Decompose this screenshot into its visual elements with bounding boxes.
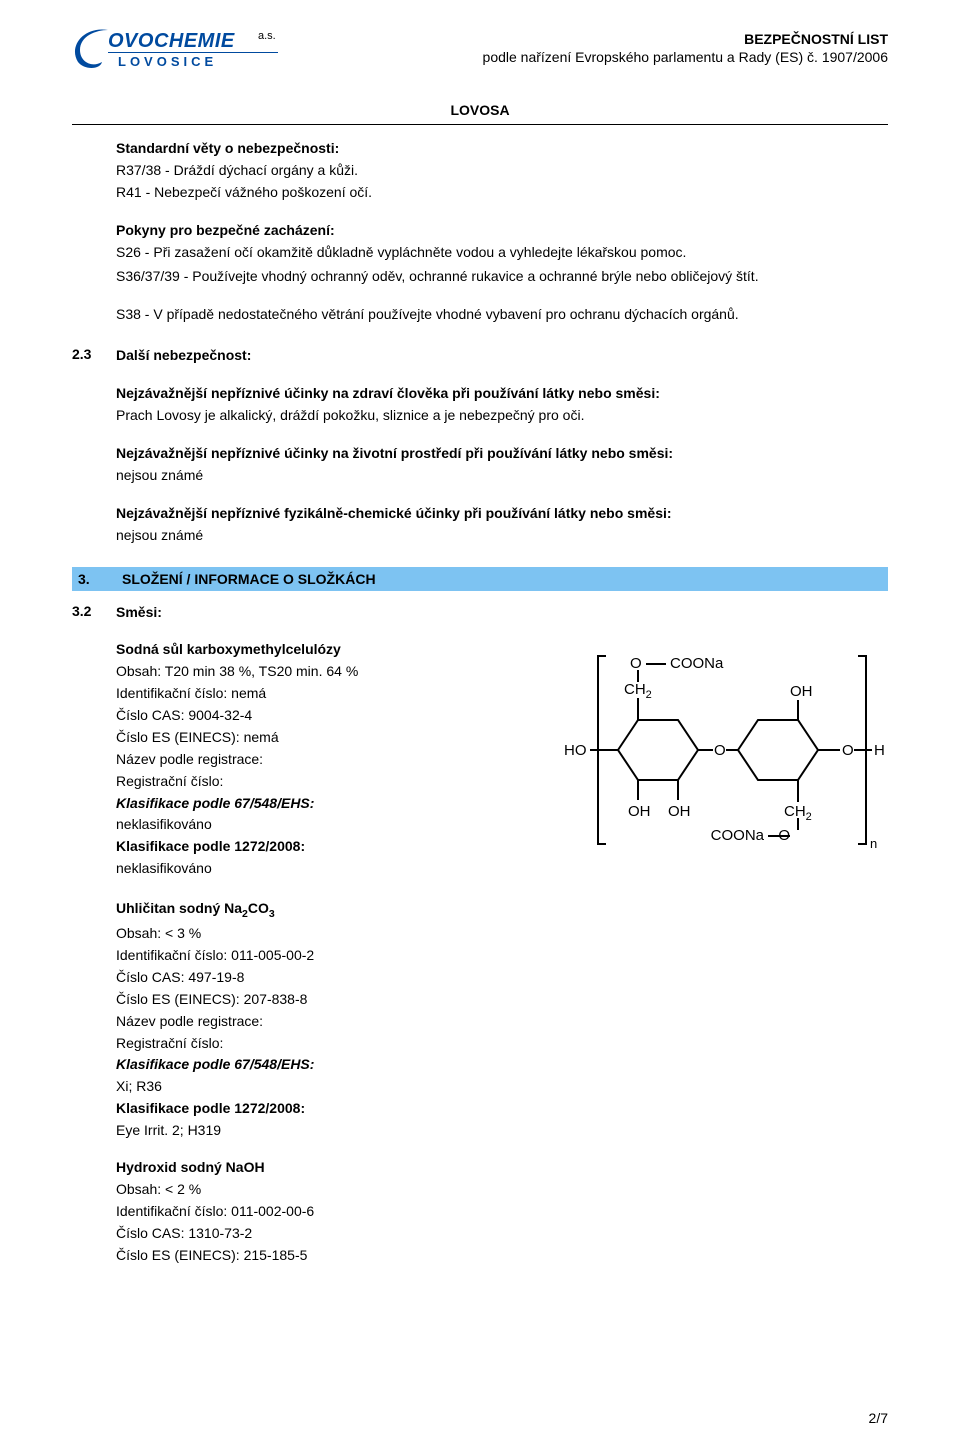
classification-67: Klasifikace podle 67/548/EHS: — [116, 1055, 888, 1074]
ingredient-2: Uhličitan sodný Na2CO3 Obsah: < 3 % Iden… — [116, 899, 888, 1140]
precaution-line: S38 - V případě nedostatečného větrání p… — [116, 305, 888, 324]
classification-1272: Klasifikace podle 1272/2008: — [116, 1099, 888, 1118]
svg-text:H: H — [874, 742, 885, 759]
svg-text:O: O — [630, 655, 642, 672]
effects-phys-text: nejsou známé — [116, 526, 888, 545]
logo-swoosh-icon — [72, 28, 110, 72]
svg-text:OH: OH — [628, 803, 651, 820]
ingredient-field: Číslo ES (EINECS): 215-185-5 — [116, 1246, 888, 1265]
hazard-line: R41 - Nebezpečí vážného poškození očí. — [116, 183, 888, 202]
classification-1272-value: neklasifikováno — [116, 859, 534, 878]
logo: OVOCHEMIE a.s. LOVOSICE — [72, 28, 292, 78]
ingredient-field: Obsah: < 2 % — [116, 1180, 888, 1199]
ingredient-field: Číslo ES (EINECS): nemá — [116, 728, 534, 747]
ingredient-field: Registrační číslo: — [116, 1034, 888, 1053]
mixtures-heading: Směsi: — [116, 603, 888, 622]
product-name: LOVOSA — [72, 102, 888, 118]
svg-text:COONa: COONa — [670, 655, 724, 672]
section-3-number: 3. — [78, 571, 122, 587]
section-number: 2.3 — [72, 346, 116, 547]
ingredient-field: Registrační číslo: — [116, 772, 534, 791]
chemical-structure: O COONa CH2 OH HO O O H OH OH CH2 O COON… — [558, 640, 888, 881]
body-content: Standardní věty o nebezpečnosti: R37/38 … — [72, 139, 888, 324]
logo-city: LOVOSICE — [118, 54, 217, 69]
logo-divider — [108, 52, 278, 53]
doc-subtitle: podle nařízení Evropského parlamentu a R… — [483, 48, 888, 66]
ingredient-field: Obsah: < 3 % — [116, 924, 888, 943]
doc-title: BEZPEČNOSTNÍ LIST — [483, 30, 888, 48]
section-number: 3.2 — [72, 603, 116, 1267]
svg-text:OH: OH — [790, 683, 813, 700]
header-right: BEZPEČNOSTNÍ LIST podle nařízení Evropsk… — [483, 28, 888, 66]
hazard-statements-heading: Standardní věty o nebezpečnosti: — [116, 139, 888, 158]
ingredient-field: Identifikační číslo: nemá — [116, 684, 534, 703]
effects-env-heading: Nejzávažnější nepříznivé účinky na život… — [116, 444, 888, 463]
ingredient-field: Název podle registrace: — [116, 1012, 888, 1031]
ingredient-name: Uhličitan sodný Na2CO3 — [116, 899, 888, 921]
classification-1272-value: Eye Irrit. 2; H319 — [116, 1121, 888, 1140]
ingredient-field: Číslo CAS: 1310-73-2 — [116, 1224, 888, 1243]
svg-text:O: O — [778, 827, 790, 844]
ingredient-name: Sodná sůl karboxymethylcelulózy — [116, 640, 534, 659]
svg-text:OH: OH — [668, 803, 691, 820]
effects-health-heading: Nejzávažnější nepříznivé účinky na zdrav… — [116, 384, 888, 403]
section-heading: Další nebezpečnost: — [116, 346, 888, 365]
section-2-3: 2.3 Další nebezpečnost: Nejzávažnější ne… — [72, 346, 888, 547]
ingredient-field: Číslo ES (EINECS): 207-838-8 — [116, 990, 888, 1009]
section-3-bar: 3. SLOŽENÍ / INFORMACE O SLOŽKÁCH — [72, 567, 888, 591]
classification-67-value: neklasifikováno — [116, 815, 534, 834]
ingredient-field: Název podle registrace: — [116, 750, 534, 769]
logo-main: OVOCHEMIE — [108, 30, 235, 53]
section-3-2: 3.2 Směsi: Sodná sůl karboxymethylceluló… — [72, 603, 888, 1267]
classification-67-value: Xi; R36 — [116, 1077, 888, 1096]
svg-text:n: n — [870, 836, 877, 850]
page-number: 2/7 — [869, 1410, 888, 1426]
precaution-line: S26 - Při zasažení očí okamžitě důkladně… — [116, 243, 888, 262]
ingredient-3: Hydroxid sodný NaOH Obsah: < 2 % Identif… — [116, 1158, 888, 1264]
svg-text:O: O — [842, 742, 854, 759]
ingredient-field: Identifikační číslo: 011-002-00-6 — [116, 1202, 888, 1221]
section-3-title: SLOŽENÍ / INFORMACE O SLOŽKÁCH — [122, 571, 376, 587]
chemical-structure-svg: O COONa CH2 OH HO O O H OH OH CH2 O COON… — [558, 640, 888, 850]
header-separator — [72, 124, 888, 125]
ingredient-name: Hydroxid sodný NaOH — [116, 1158, 888, 1177]
ingredient-field: Číslo CAS: 9004-32-4 — [116, 706, 534, 725]
effects-health-text: Prach Lovosy je alkalický, dráždí pokožk… — [116, 406, 888, 425]
ingredient-field: Identifikační číslo: 011-005-00-2 — [116, 946, 888, 965]
classification-1272: Klasifikace podle 1272/2008: — [116, 837, 534, 856]
logo-suffix: a.s. — [258, 30, 276, 42]
svg-text:COONa: COONa — [711, 827, 765, 844]
ingredient-field: Číslo CAS: 497-19-8 — [116, 968, 888, 987]
ingredient-field: Obsah: T20 min 38 %, TS20 min. 64 % — [116, 662, 534, 681]
svg-text:HO: HO — [564, 742, 587, 759]
effects-phys-heading: Nejzávažnější nepříznivé fyzikálně-chemi… — [116, 504, 888, 523]
precaution-heading: Pokyny pro bezpečné zacházení: — [116, 221, 888, 240]
classification-67: Klasifikace podle 67/548/EHS: — [116, 794, 534, 813]
hazard-line: R37/38 - Dráždí dýchací orgány a kůži. — [116, 161, 888, 180]
precaution-line: S36/37/39 - Používejte vhodný ochranný o… — [116, 267, 888, 286]
page-header: OVOCHEMIE a.s. LOVOSICE BEZPEČNOSTNÍ LIS… — [72, 28, 888, 78]
effects-env-text: nejsou známé — [116, 466, 888, 485]
ingredient-1: Sodná sůl karboxymethylcelulózy Obsah: T… — [116, 640, 888, 881]
svg-text:O: O — [714, 742, 726, 759]
